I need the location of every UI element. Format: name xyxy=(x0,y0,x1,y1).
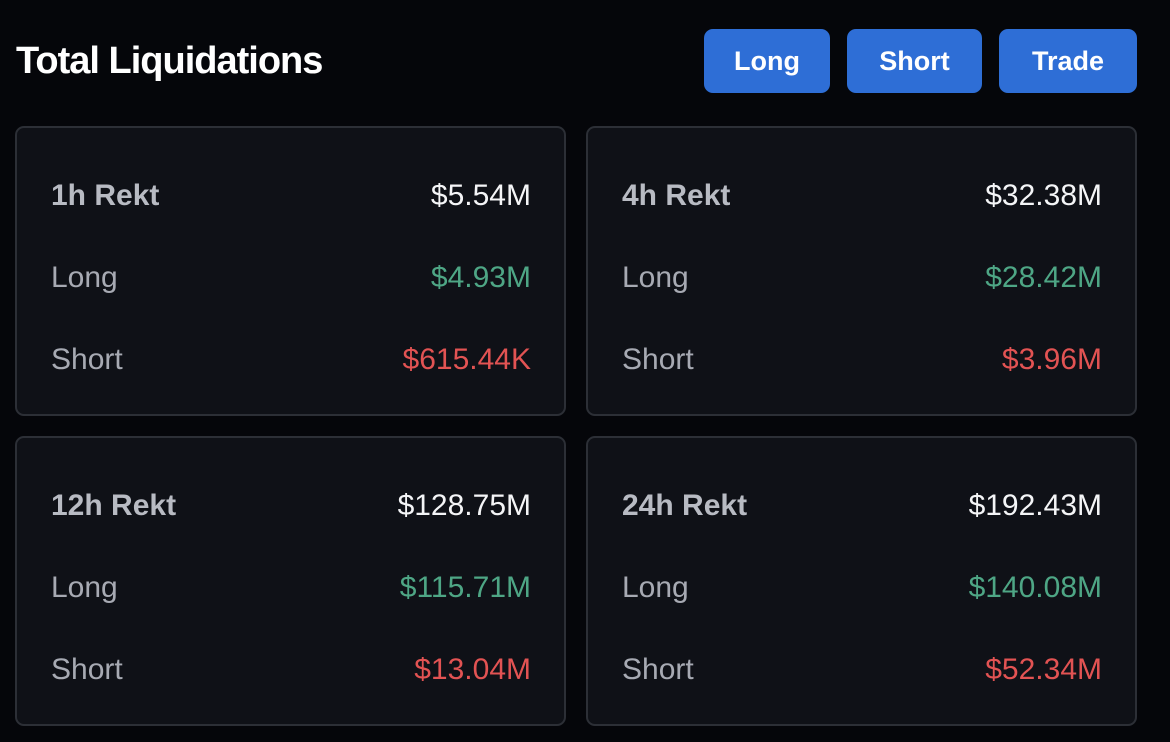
short-value: $13.04M xyxy=(414,653,531,686)
long-label: Long xyxy=(51,261,118,294)
trade-button[interactable]: Trade xyxy=(999,29,1137,93)
long-value: $4.93M xyxy=(430,261,531,294)
long-value: $140.08M xyxy=(968,571,1102,604)
card-total-value: $128.75M xyxy=(397,489,531,522)
card-title: 4h Rekt xyxy=(622,179,731,212)
card-long-row: Long $115.71M xyxy=(51,538,531,638)
short-label: Short xyxy=(51,653,123,686)
long-button[interactable]: Long xyxy=(704,29,830,93)
short-label: Short xyxy=(51,343,123,376)
header: Total Liquidations Long Short Trade xyxy=(16,28,1137,94)
short-label: Short xyxy=(622,653,694,686)
card-title: 1h Rekt xyxy=(51,179,160,212)
liquidation-card-1h: 1h Rekt $5.54M Long $4.93M Short $615.44… xyxy=(15,126,566,416)
filter-button-group: Long Short Trade xyxy=(704,29,1137,93)
card-long-row: Long $28.42M xyxy=(622,228,1102,328)
short-button[interactable]: Short xyxy=(847,29,982,93)
liquidation-card-12h: 12h Rekt $128.75M Long $115.71M Short $1… xyxy=(15,436,566,726)
liquidation-card-4h: 4h Rekt $32.38M Long $28.42M Short $3.96… xyxy=(586,126,1137,416)
long-value: $115.71M xyxy=(399,571,531,604)
card-short-row: Short $615.44K xyxy=(51,328,531,392)
short-value: $52.34M xyxy=(985,653,1102,686)
card-long-row: Long $140.08M xyxy=(622,538,1102,638)
card-total-value: $5.54M xyxy=(430,179,531,212)
card-title: 12h Rekt xyxy=(51,489,177,522)
card-short-row: Short $3.96M xyxy=(622,328,1102,392)
card-long-row: Long $4.93M xyxy=(51,228,531,328)
card-title: 24h Rekt xyxy=(622,489,748,522)
short-label: Short xyxy=(622,343,694,376)
card-total-value: $192.43M xyxy=(968,489,1102,522)
page-title: Total Liquidations xyxy=(16,40,323,82)
short-value: $3.96M xyxy=(1001,343,1102,376)
long-label: Long xyxy=(51,571,118,604)
long-label: Long xyxy=(622,261,689,294)
card-short-row: Short $13.04M xyxy=(51,638,531,702)
card-short-row: Short $52.34M xyxy=(622,638,1102,702)
liquidation-cards-grid: 1h Rekt $5.54M Long $4.93M Short $615.44… xyxy=(15,126,1137,726)
liquidation-card-24h: 24h Rekt $192.43M Long $140.08M Short $5… xyxy=(586,436,1137,726)
card-total-row: 1h Rekt $5.54M xyxy=(51,164,531,228)
card-total-value: $32.38M xyxy=(985,179,1102,212)
card-total-row: 12h Rekt $128.75M xyxy=(51,474,531,538)
long-label: Long xyxy=(622,571,689,604)
short-value: $615.44K xyxy=(402,343,531,376)
card-total-row: 4h Rekt $32.38M xyxy=(622,164,1102,228)
card-total-row: 24h Rekt $192.43M xyxy=(622,474,1102,538)
long-value: $28.42M xyxy=(985,261,1102,294)
